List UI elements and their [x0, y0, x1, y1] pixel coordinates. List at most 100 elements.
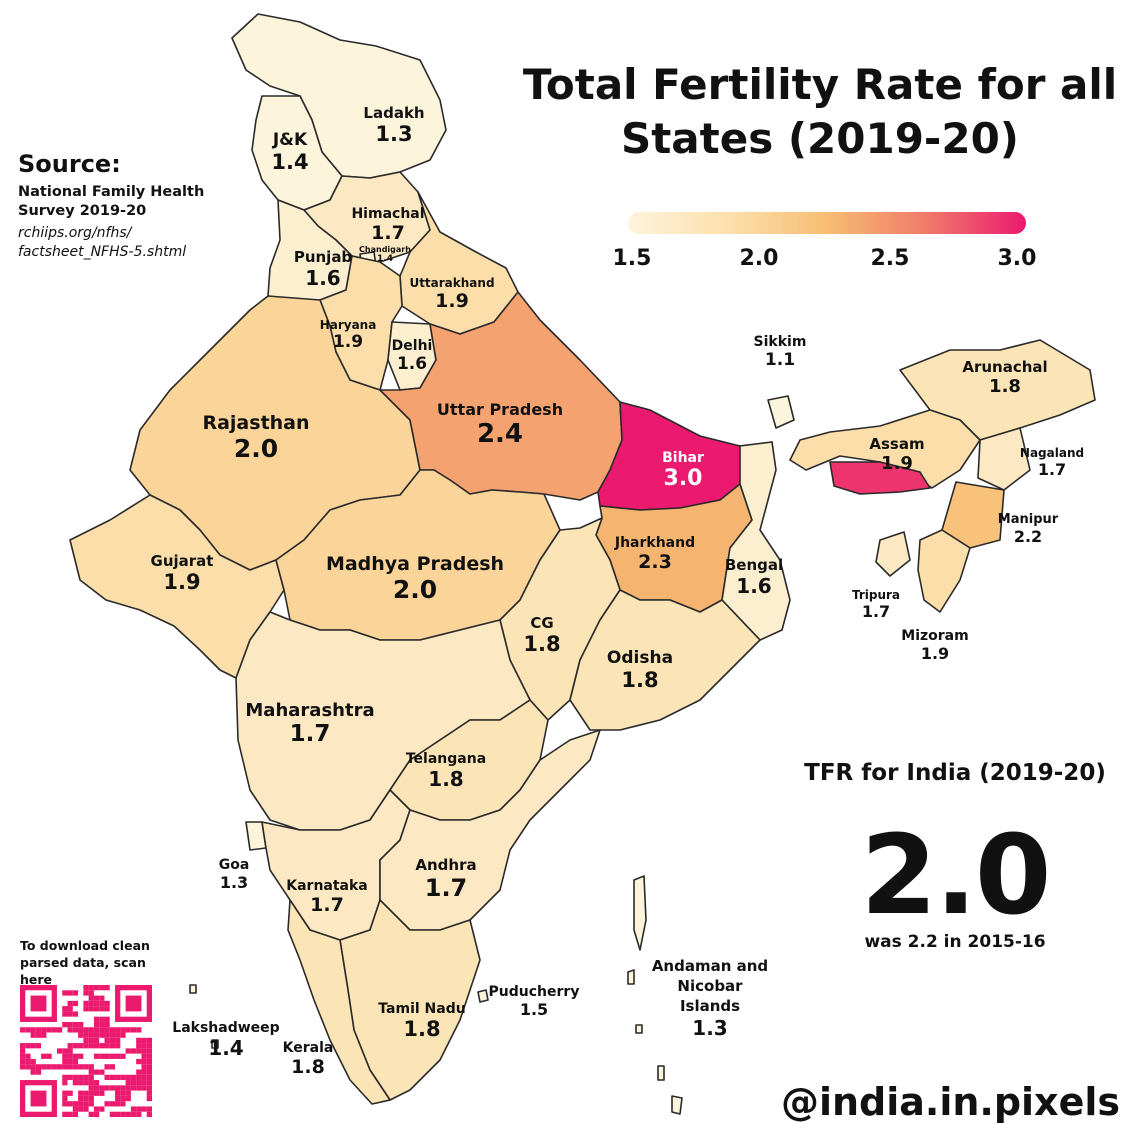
region-assam — [789, 409, 981, 489]
region-name: Chandigarh — [359, 245, 411, 254]
qr-caption-line-1: To download clean — [20, 938, 150, 953]
region-manipur — [941, 481, 1005, 549]
legend-tick: 2.5 — [870, 246, 910, 271]
region-name: Rajasthan — [202, 412, 310, 434]
source-text-line-2: Survey 2019-20 — [18, 203, 147, 219]
region-name: Jharkhand — [614, 535, 696, 551]
region-label-bengal: Bengal 1.6 — [725, 556, 783, 598]
region-name: Uttarakhand — [409, 276, 495, 290]
region-label-mizoram: Mizoram 1.9 — [901, 628, 968, 663]
region-lakshadweep — [189, 984, 219, 1049]
region-value: 1.5 — [519, 1000, 549, 1019]
region-value: 1.3 — [692, 1016, 728, 1040]
qr-caption-line-2: parsed data, scan here — [20, 955, 146, 987]
source-text: National Family Health Survey 2019-20 — [18, 183, 218, 221]
india-tfr-heading: TFR for India (2019-20) — [804, 760, 1106, 786]
region-name: Himachal — [351, 206, 425, 222]
region-label-jk: J&K 1.4 — [271, 130, 308, 174]
region-tripura — [875, 531, 911, 577]
region-name: Ladakh — [363, 104, 425, 122]
region-label-uttarakhand: Uttarakhand 1.9 — [409, 276, 494, 312]
region-name: Tripura — [851, 588, 901, 602]
region-label-maharashtra: Maharashtra 1.7 — [245, 700, 374, 747]
region-label-chandigarh: Chandigarh 1.4 — [359, 245, 411, 264]
region-name: Bengal — [724, 556, 784, 574]
region-label-kerala: Kerala 1.8 — [283, 1040, 334, 1078]
region-name: Delhi — [391, 338, 433, 354]
region-value: 2.0 — [392, 575, 438, 604]
map-title: Total Fertility Rate for all States (201… — [520, 58, 1120, 166]
region-label-rajasthan: Rajasthan 2.0 — [202, 412, 309, 463]
region-label-karnataka: Karnataka 1.7 — [286, 878, 368, 916]
region-value: 1.8 — [428, 767, 464, 791]
author-handle: @india.in.pixels — [780, 1080, 1120, 1124]
region-value: 2.4 — [476, 419, 524, 449]
region-label-assam: Assam 1.9 — [869, 435, 924, 474]
region-value: 1.6 — [305, 266, 341, 290]
region-value: 1.3 — [219, 873, 249, 892]
region-value: 1.9 — [881, 453, 913, 474]
region-label-ladakh: Ladakh 1.3 — [363, 104, 424, 146]
region-name: J&K — [272, 130, 308, 150]
region-label-sikkim: Sikkim 1.1 — [754, 334, 807, 370]
region-mizoram — [917, 529, 971, 613]
region-name: Kerala — [282, 1040, 334, 1056]
region-value: 1.7 — [861, 602, 891, 621]
region-andaman — [627, 875, 683, 1115]
region-value: 2.0 — [233, 434, 279, 463]
region-name: Arunachal — [962, 358, 1048, 376]
region-label-up: Uttar Pradesh 2.4 — [437, 400, 563, 449]
region-label-manipur: Manipur 2.2 — [998, 512, 1058, 546]
legend-color-bar — [628, 212, 1026, 234]
region-name: Karnataka — [286, 878, 368, 894]
region-name: Tamil Nadu — [378, 1001, 466, 1017]
region-value: 1.7 — [1037, 460, 1067, 479]
region-name: Mizoram — [901, 628, 969, 644]
region-label-himachal: Himachal 1.7 — [351, 206, 424, 244]
region-name: Punjab — [293, 248, 353, 266]
region-name: Andhra — [415, 856, 477, 874]
region-name: CG — [530, 614, 554, 632]
region-label-haryana: Haryana 1.9 — [320, 318, 377, 352]
region-sikkim — [767, 395, 795, 429]
legend-tick: 1.5 — [612, 246, 652, 271]
region-name: Telangana — [405, 751, 487, 767]
india-tfr-value: 2.0 — [860, 811, 1052, 939]
region-label-lakshadweep: Lakshadweep 1.4 — [172, 1020, 279, 1060]
region-puducherry — [477, 989, 489, 1003]
region-value: 1.8 — [621, 668, 659, 692]
region-label-cg: CG 1.8 — [523, 614, 560, 656]
region-label-arunachal: Arunachal 1.8 — [962, 358, 1047, 397]
region-label-andhra: Andhra 1.7 — [415, 856, 476, 902]
region-label-goa: Goa 1.3 — [219, 857, 250, 892]
region-value: 1.9 — [435, 290, 469, 312]
region-name: Haryana — [319, 318, 377, 332]
region-value: 1.1 — [764, 350, 796, 370]
source-heading: Source: — [18, 150, 121, 178]
region-meghalaya — [829, 461, 931, 495]
region-value: 1.8 — [523, 632, 561, 656]
region-value: 3.0 — [663, 466, 703, 491]
region-nagaland — [977, 427, 1031, 491]
qr-code[interactable] — [20, 985, 152, 1117]
region-name: Goa — [218, 857, 250, 873]
region-name: Andaman and Nicobar Islands — [651, 957, 769, 1015]
region-label-bihar: Bihar 3.0 — [662, 450, 704, 491]
region-value: 1.6 — [736, 574, 772, 598]
region-name: Odisha — [606, 648, 674, 668]
region-value: 1.9 — [332, 332, 364, 352]
region-name: Nagaland — [1019, 446, 1085, 460]
legend-tick: 3.0 — [997, 246, 1037, 271]
region-value: 1.7 — [310, 894, 344, 916]
legend-tick: 2.0 — [739, 246, 779, 271]
title-line-2: States (2019-20) — [620, 114, 1019, 163]
region-value: 1.9 — [920, 644, 950, 663]
region-label-gujarat: Gujarat 1.9 — [151, 552, 214, 594]
region-name: Gujarat — [150, 552, 214, 570]
region-value: 1.8 — [989, 376, 1021, 397]
region-label-jharkhand: Jharkhand 2.3 — [615, 535, 695, 573]
title-line-1: Total Fertility Rate for all — [522, 60, 1118, 109]
region-value: 1.7 — [289, 721, 331, 747]
region-value: 1.4 — [208, 1036, 244, 1060]
